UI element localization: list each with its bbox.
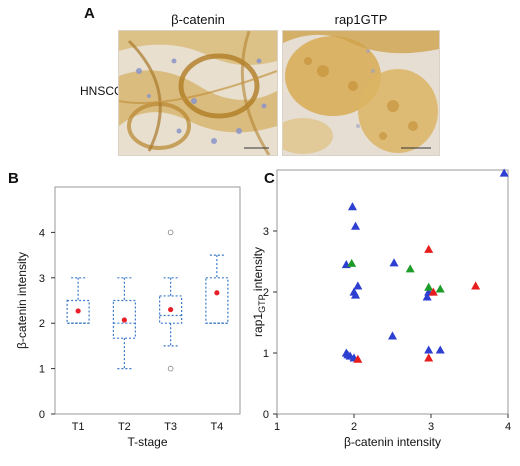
y-tick-label: 3 [39, 273, 45, 285]
data-point [351, 290, 361, 299]
y-tick-label: 1 [39, 364, 45, 376]
mean-marker [121, 317, 127, 323]
data-point [405, 264, 415, 273]
mean-marker [75, 308, 81, 314]
y-axis-title: β-catenin intensity [15, 252, 29, 349]
plot-frame [276, 169, 509, 415]
data-point [422, 292, 432, 301]
y-tick-label: 2 [263, 287, 269, 299]
data-point [424, 353, 434, 362]
y-tick-label: 0 [263, 409, 269, 421]
data-point [353, 281, 363, 290]
box [66, 299, 90, 324]
x-axis-title: T-stage [127, 435, 167, 449]
x-tick-label: 1 [274, 421, 280, 433]
y-tick-label: 4 [39, 227, 45, 239]
panel-b-label: B [8, 170, 19, 187]
data-point [424, 244, 434, 253]
data-point [499, 168, 509, 177]
mean-marker [214, 290, 220, 296]
y-axis-title: rap1GTP intensity [251, 247, 267, 337]
outlier-marker [167, 229, 174, 236]
data-point [388, 331, 397, 340]
data-point [424, 345, 434, 354]
data-point [435, 345, 445, 354]
beta-catenin-image-title: β-catenin [171, 12, 225, 27]
data-point [347, 258, 357, 267]
data-point [389, 258, 399, 267]
x-tick-label: T4 [210, 421, 223, 433]
x-axis-title: β-catenin intensity [344, 435, 441, 449]
box [205, 277, 229, 324]
y-tick-label: 0 [39, 409, 45, 421]
x-tick-label: T3 [164, 421, 177, 433]
mean-marker [168, 306, 174, 313]
data-point [424, 282, 434, 291]
y-tick-label: 3 [263, 226, 269, 238]
data-point [471, 281, 481, 290]
x-tick-label: 3 [428, 421, 434, 433]
hnscc-row-label: HNSCC [80, 84, 123, 98]
y-tick-label: 1 [263, 348, 269, 360]
rap1gtp-image-title: rap1GTP [334, 12, 388, 27]
beta-catenin-micrograph [118, 30, 278, 156]
plot-frame [54, 186, 241, 415]
outlier-marker [167, 365, 174, 372]
box [112, 299, 136, 339]
panel-a-label: A [84, 5, 95, 22]
x-tick-label: 2 [351, 421, 357, 433]
x-tick-label: T2 [118, 421, 131, 433]
x-tick-label: T1 [72, 421, 85, 433]
data-point [353, 354, 363, 363]
panel-c-label: C [264, 170, 275, 187]
data-point [435, 284, 445, 293]
data-point [351, 221, 361, 230]
data-point [343, 350, 353, 359]
data-point [347, 202, 357, 211]
box [159, 295, 183, 324]
data-point [428, 287, 438, 296]
y-tick-label: 2 [39, 318, 45, 330]
x-tick-label: 4 [505, 421, 511, 433]
rap1gtp-micrograph [282, 30, 440, 156]
